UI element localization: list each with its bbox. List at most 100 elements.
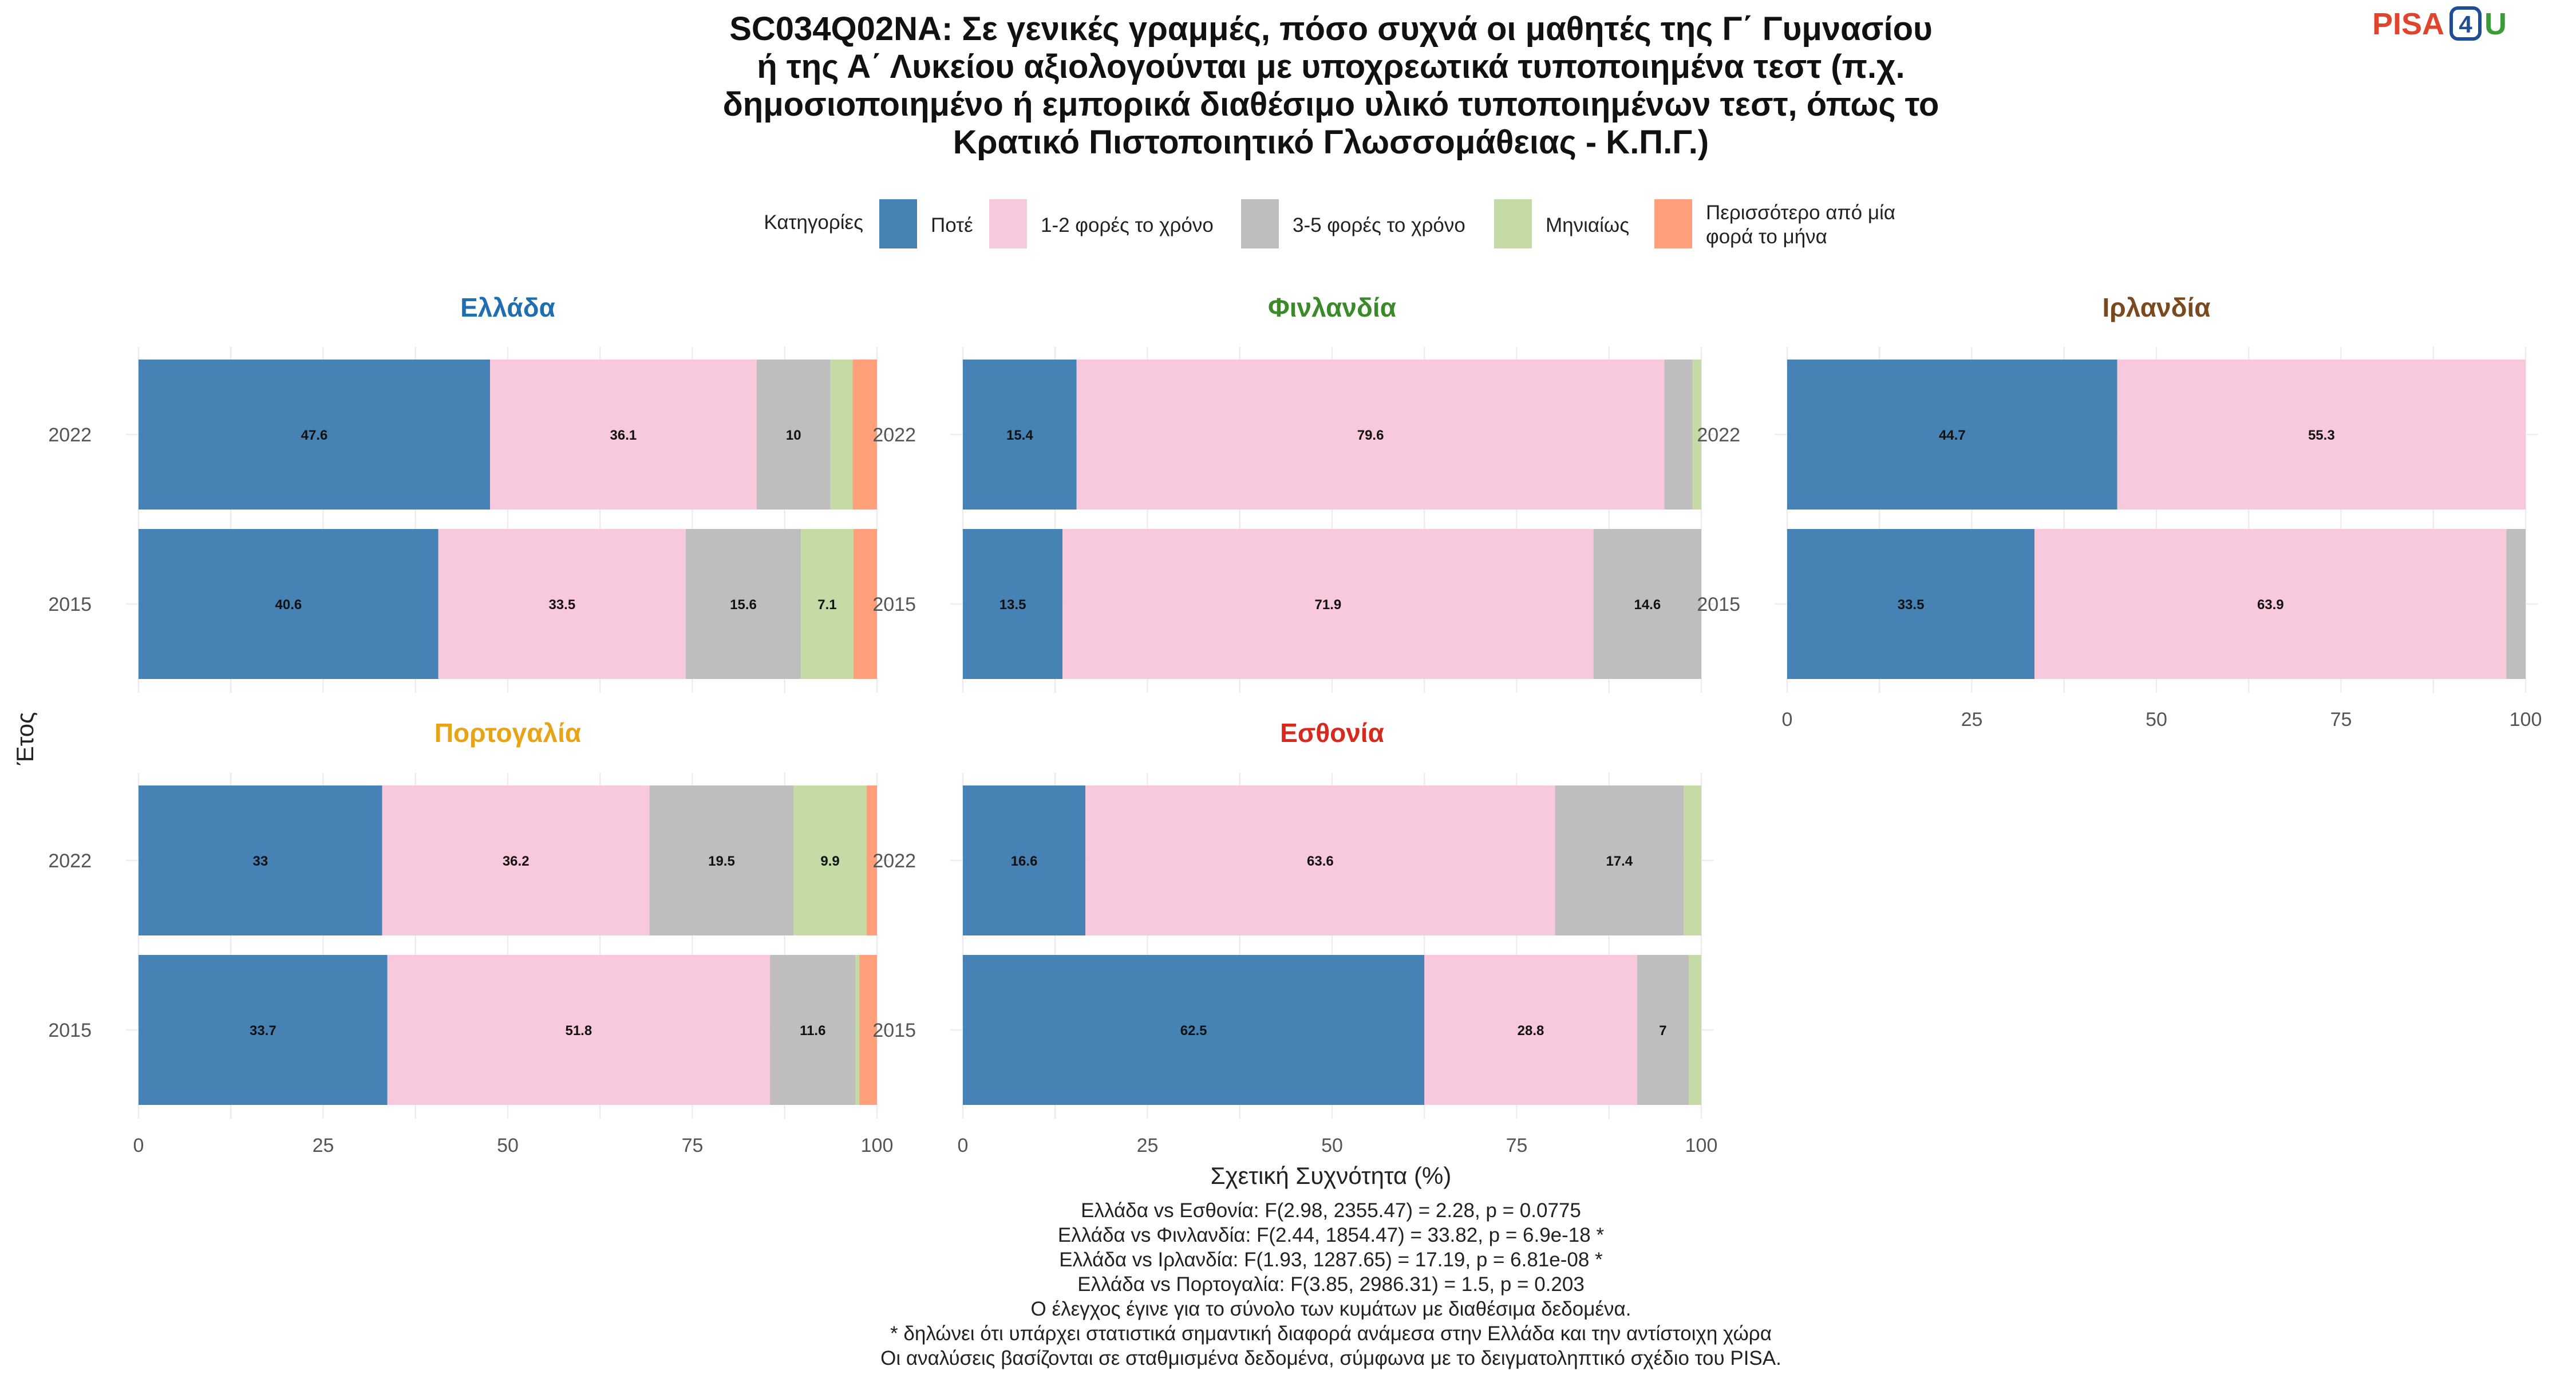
bar-segment <box>649 785 794 935</box>
data-label: 51.8 <box>565 1023 592 1039</box>
data-label: 33.5 <box>548 597 575 613</box>
data-label: 15.6 <box>730 597 757 613</box>
data-label: 9.9 <box>820 854 839 869</box>
data-label: 55.3 <box>2308 428 2335 443</box>
logo-digit-box <box>2449 6 2482 41</box>
x-tick-label: 100 <box>2510 709 2542 731</box>
logo-digit: 4 <box>2459 11 2472 38</box>
logo-brand: PISA <box>2372 7 2444 41</box>
bar-segment <box>1692 360 1701 510</box>
bar-segment <box>859 955 877 1105</box>
bar-segment <box>769 955 856 1105</box>
y-tick-label: 2022 <box>48 424 92 446</box>
x-tick-label: 50 <box>1321 1135 1343 1156</box>
data-label: 44.7 <box>1939 428 1966 443</box>
data-label: 40.6 <box>275 597 302 613</box>
data-label: 33 <box>252 854 268 869</box>
x-tick-label: 50 <box>497 1135 519 1156</box>
caption-line: Ελλάδα vs Εσθονία: F(2.98, 2355.47) = 2.… <box>1081 1199 1581 1222</box>
chart-title-line: ή της Α΄ Λυκείου αξιολογούνται με υποχρε… <box>757 48 1905 85</box>
legend-label: 1-2 φορές το χρόνο <box>1041 214 1214 236</box>
bar-segment <box>801 529 854 679</box>
caption-line: Ελλάδα vs Πορτογαλία: F(3.85, 2986.31) =… <box>1077 1273 1585 1296</box>
axis-titles: Σχετική Συχνότητα (%) Έτος <box>11 712 1451 1189</box>
facet-panels: Ελλάδα 2022 47.6 36.1 10 2015 40.6 33.5 15.6 7.1 Φ… <box>48 293 2542 1156</box>
bar-segment <box>963 529 1063 679</box>
caption-line: Ελλάδα vs Ιρλανδία: F(1.93, 1287.65) = 1… <box>1059 1249 1603 1271</box>
data-label: 19.5 <box>708 854 735 869</box>
data-label: 62.5 <box>1180 1023 1207 1039</box>
legend-label: φορά το μήνα <box>1706 226 1827 248</box>
data-label: 36.1 <box>610 428 637 443</box>
bar-segment <box>852 360 877 510</box>
legend-label: Ποτέ <box>931 214 973 236</box>
data-label: 71.9 <box>1315 597 1342 613</box>
chart-title: SC034Q02NA: Σε γενικές γραμμές, πόσο συχ… <box>723 10 1939 161</box>
data-label: 79.6 <box>1357 428 1384 443</box>
y-tick-label: 2015 <box>872 1020 916 1041</box>
caption-line: Ελλάδα vs Φινλανδία: F(2.44, 1854.47) = … <box>1058 1224 1605 1246</box>
x-tick-label: 75 <box>2330 709 2352 731</box>
bar-segment <box>490 360 757 510</box>
bar-segment <box>853 529 877 679</box>
bar-segment <box>1689 955 1701 1105</box>
y-tick-label: 2022 <box>48 850 92 872</box>
caption: Ελλάδα vs Εσθονία: F(2.98, 2355.47) = 2.… <box>880 1199 1781 1369</box>
x-tick-label: 50 <box>2146 709 2167 731</box>
facet-title: Φινλανδία <box>1268 293 1396 322</box>
bar-segment <box>1787 529 2035 679</box>
facet-panel: Πορτογαλία 2022 33 36.2 19.5 9.9 2015 33.7 51.8 1… <box>48 718 893 1156</box>
x-tick-label: 100 <box>861 1135 894 1156</box>
data-label: 7 <box>1659 1023 1666 1039</box>
data-label: 47.6 <box>301 428 328 443</box>
chart-title-line: Κρατικό Πιστοποιητικό Γλωσσομάθειας - Κ.… <box>953 124 1709 161</box>
bar-segment <box>1593 529 1701 679</box>
legend-label: Περισσότερο από μία <box>1706 202 1895 224</box>
bar-segment <box>139 529 438 679</box>
caption-line: * δηλώνει ότι υπάρχει στατιστικά σημαντι… <box>890 1322 1772 1345</box>
y-tick-label: 2015 <box>48 594 92 615</box>
bar-segment <box>1555 785 1684 935</box>
facet-panel: Ελλάδα 2022 47.6 36.1 10 2015 40.6 33.5 15.6 7.1 <box>48 293 890 693</box>
facet-title: Ελλάδα <box>460 293 555 322</box>
bar-segment <box>1085 785 1555 935</box>
data-label: 33.5 <box>1898 597 1925 613</box>
data-label: 11.6 <box>800 1023 825 1039</box>
y-tick-label: 2015 <box>872 594 916 615</box>
y-tick-label: 2015 <box>1697 594 1740 615</box>
logo-suffix: U <box>2484 7 2507 41</box>
facet-panel: Εσθονία 2022 16.6 63.6 17.4 2015 62.5 28.8 7 0 25 5… <box>872 718 1717 1156</box>
bar-segment <box>963 360 1077 510</box>
data-label: 36.2 <box>503 854 530 869</box>
pisa4u-logo: PISA 4 U <box>2372 6 2507 41</box>
bar-segment <box>438 529 686 679</box>
x-tick-label: 25 <box>1137 1135 1159 1156</box>
data-label: 33.7 <box>250 1023 276 1039</box>
x-tick-label: 25 <box>1961 709 1983 731</box>
y-tick-label: 2022 <box>872 424 916 446</box>
bar-segment <box>866 785 877 935</box>
bar-segment <box>1062 529 1594 679</box>
bar-segment <box>1637 955 1689 1105</box>
facet-panel: Φινλανδία 2022 15.4 79.6 2015 13.5 71.9 14.6 <box>872 293 1714 693</box>
bar-segment <box>855 955 860 1105</box>
facet-title: Πορτογαλία <box>434 718 581 748</box>
facet-title: Ιρλανδία <box>2102 293 2210 322</box>
legend: Κατηγορίες Ποτέ 1-2 φορές το χρόνο 3-5 φορέ… <box>764 199 1895 248</box>
facet-title: Εσθονία <box>1280 718 1384 748</box>
bar-segment <box>1076 360 1665 510</box>
data-label: 16.6 <box>1011 854 1038 869</box>
chart-title-line: SC034Q02NA: Σε γενικές γραμμές, πόσο συχ… <box>729 10 1933 48</box>
legend-swatch <box>1654 199 1692 248</box>
legend-swatch <box>879 199 917 248</box>
x-tick-label: 75 <box>1506 1135 1528 1156</box>
legend-title: Κατηγορίες <box>764 211 863 234</box>
data-label: 13.5 <box>999 597 1026 613</box>
x-tick-label: 0 <box>133 1135 144 1156</box>
bar-segment <box>1664 360 1693 510</box>
facet-panel: Ιρλανδία 2022 44.7 55.3 2015 33.5 63.9 0 25 50 75 1… <box>1697 293 2542 731</box>
bar-segment <box>139 785 382 935</box>
legend-swatch <box>989 199 1027 248</box>
x-tick-label: 25 <box>313 1135 334 1156</box>
